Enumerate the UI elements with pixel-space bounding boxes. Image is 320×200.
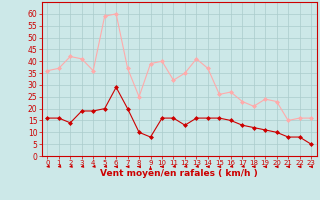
X-axis label: Vent moyen/en rafales ( km/h ): Vent moyen/en rafales ( km/h ) bbox=[100, 169, 258, 178]
